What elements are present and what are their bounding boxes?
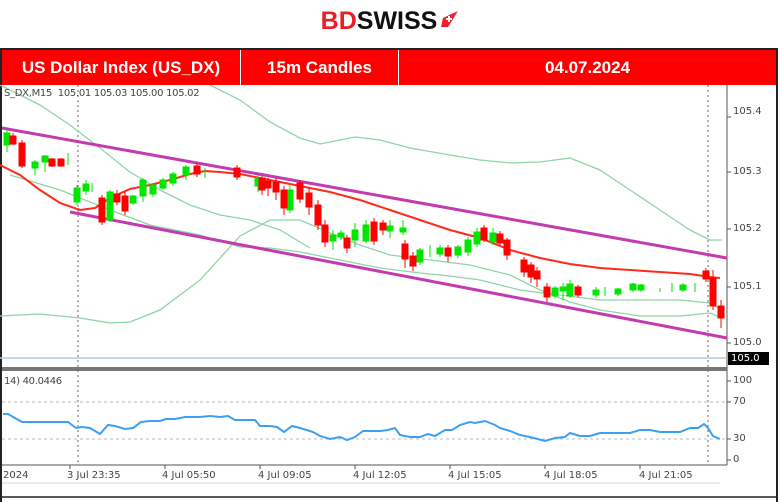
frame-border-top [0, 48, 778, 50]
time-axis-ticks [69, 465, 641, 469]
ohlc-high: 105.03 [93, 88, 128, 99]
bollinger-bands [0, 85, 723, 324]
frame-border-left [0, 48, 2, 502]
rsi-line [3, 413, 721, 443]
time-label: 4 Jul 09:05 [258, 470, 312, 481]
candlesticks [3, 130, 725, 328]
time-label: 3 Jul 23:35 [67, 470, 121, 481]
price-label: 105.0 [733, 337, 762, 348]
time-label: 4 Jul 12:05 [353, 470, 407, 481]
symbol-timeframe: S_DX,M15 [4, 88, 53, 99]
logo-bd: BD [320, 7, 357, 35]
time-label: 4 Jul 05:50 [162, 470, 216, 481]
rsi-axis-label: 70 [733, 396, 746, 407]
instrument-title: US Dollar Index (US_DX) [2, 50, 240, 85]
swiss-cross-arrow-icon [441, 11, 459, 28]
price-label: 105.2 [733, 223, 762, 234]
panel-separator[interactable] [2, 367, 727, 371]
rsi-axis-label: 30 [733, 433, 746, 444]
chart-canvas[interactable] [0, 85, 780, 502]
price-label: 105.3 [733, 166, 762, 177]
rsi-axis-label: 0 [733, 454, 740, 465]
frame-border-right [776, 48, 778, 502]
rsi-axis-ticks [727, 380, 731, 461]
time-label: 4 Jul 15:05 [448, 470, 502, 481]
ohlc-open: 105.01 [57, 88, 92, 99]
descending-channel [1, 126, 728, 340]
rsi-axis-label: 100 [733, 375, 753, 386]
current-price-tag: 105.0 [728, 352, 769, 365]
logo-swiss: SWISS [356, 7, 438, 35]
price-label: 105.1 [733, 281, 762, 292]
ohlc-low: 105.00 [129, 88, 164, 99]
time-label: 4 Jul 21:05 [639, 470, 693, 481]
date-title: 04.07.2024 [399, 50, 776, 85]
time-label: 2024 [3, 470, 29, 481]
price-axis-ticks [727, 116, 731, 344]
ohlc-close: 105.02 [166, 88, 200, 99]
moving-average-line [0, 164, 721, 279]
price-label: 105.4 [733, 106, 762, 117]
time-label: 4 Jul 18:05 [544, 470, 598, 481]
bdswiss-logo: BDSWISS [0, 6, 780, 36]
rsi-readout: 14) 40.0446 [4, 376, 62, 387]
ohlc-readout: S_DX,M15 105.01 105.03 105.00 105.02 [4, 88, 200, 99]
timeframe-title: 15m Candles [241, 50, 398, 85]
